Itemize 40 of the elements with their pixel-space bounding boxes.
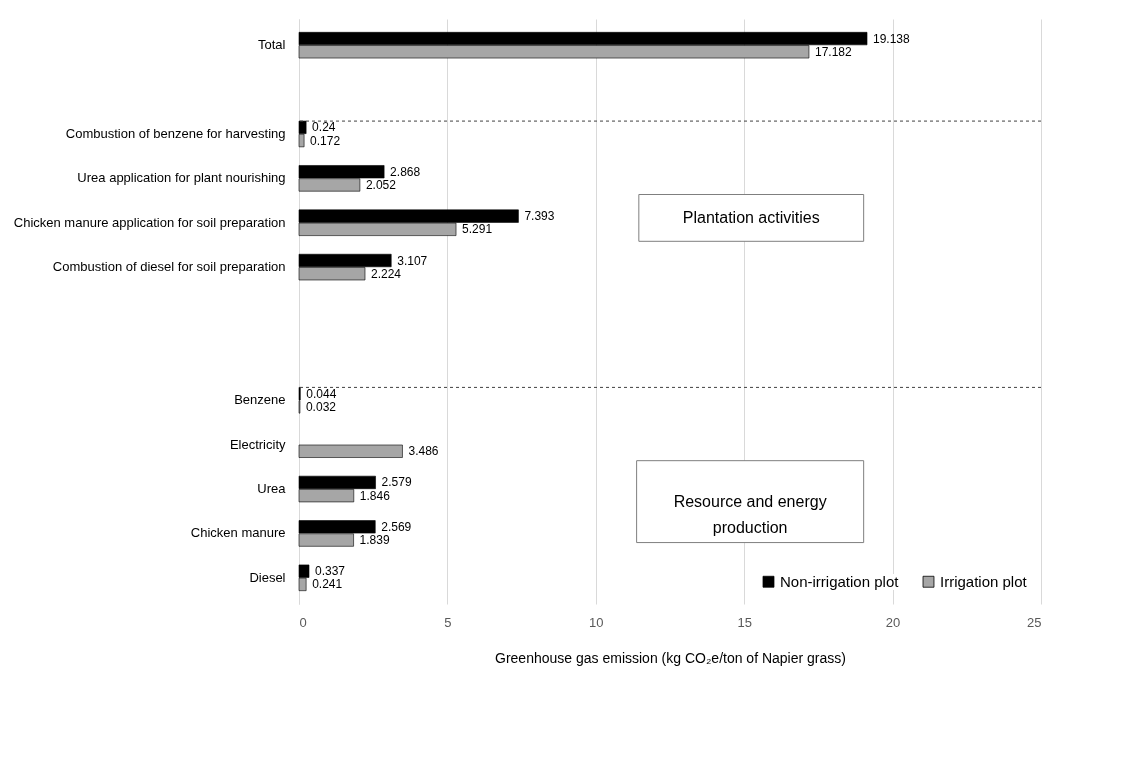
x-tick-label: 20 <box>885 614 901 630</box>
legend-label: Irrigation plot <box>940 572 1028 590</box>
data-label: 19.138 <box>873 31 911 46</box>
data-label: 0.044 <box>306 386 337 401</box>
y-tick-label: Chicken manure application for soil preparation <box>13 214 286 230</box>
data-label: 5.291 <box>462 222 493 237</box>
data-label: 3.486 <box>408 444 439 459</box>
x-tick-label: 15 <box>737 614 752 630</box>
data-label: 17.182 <box>814 44 852 59</box>
y-tick-label: Urea <box>257 481 287 497</box>
y-tick-label: Diesel <box>249 569 286 585</box>
data-label: 7.393 <box>524 209 555 224</box>
data-label: 1.839 <box>359 533 390 548</box>
x-axis-title: Greenhouse gas emission (kg CO₂e/ton of Napier grass) <box>495 649 846 666</box>
y-tick-label: Combustion of diesel for soil preparation <box>52 259 286 275</box>
data-label: 3.107 <box>397 253 428 268</box>
x-tick-label: 10 <box>589 614 604 630</box>
annotation: Resource and energy production <box>673 492 827 536</box>
x-tick-label: 25 <box>1027 614 1042 630</box>
y-tick-label: Electricity <box>229 436 286 452</box>
y-tick-label: Urea application for plant nourishing <box>77 170 286 186</box>
data-label: 2.579 <box>381 475 412 490</box>
x-tick-label: 5 <box>444 614 452 630</box>
data-label: 1.846 <box>359 488 391 503</box>
data-label: 2.052 <box>365 177 397 192</box>
y-tick-label: Chicken manure <box>190 525 286 541</box>
data-label: 2.569 <box>381 519 412 534</box>
data-label: 0.24 <box>312 120 336 135</box>
annotation: Plantation activities <box>682 208 820 226</box>
y-tick-label: Benzene <box>234 392 286 408</box>
legend-label: Non-irrigation plot <box>780 572 900 590</box>
y-tick-label: Total <box>258 37 286 53</box>
data-label: 0.241 <box>312 577 343 592</box>
data-label: 0.032 <box>305 399 337 414</box>
data-label: 0.172 <box>310 133 341 148</box>
x-tick-label: 0 <box>299 614 307 630</box>
y-tick-label: Combustion of benzene for harvesting <box>65 125 286 141</box>
data-label: 2.224 <box>371 266 402 281</box>
data-label: 0.337 <box>315 564 346 579</box>
data-label: 2.868 <box>390 164 421 179</box>
